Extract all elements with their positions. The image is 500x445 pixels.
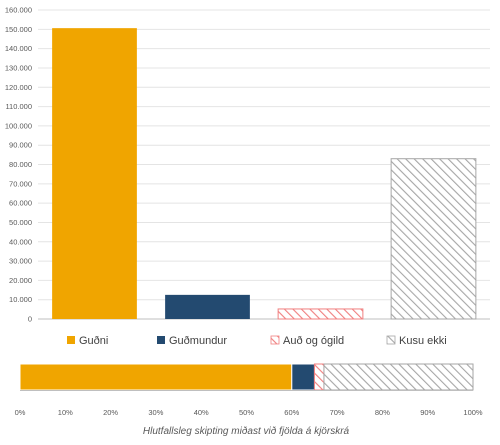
y-tick-label: 100.000	[5, 121, 32, 130]
y-tick-label: 60.000	[9, 199, 32, 208]
bar-gudmundur	[165, 294, 250, 319]
stacked-segment-kusu-ekki	[323, 363, 474, 391]
y-tick-label: 40.000	[9, 237, 32, 246]
y-tick-label: 160.000	[5, 6, 32, 15]
y-tick-label: 10.000	[9, 295, 32, 304]
x-tick-label: 100%	[463, 408, 483, 417]
y-tick-label: 30.000	[9, 257, 32, 266]
y-tick-label: 80.000	[9, 160, 32, 169]
x-tick-label: 60%	[284, 408, 299, 417]
stacked-segment-gudmundur	[291, 363, 315, 391]
y-tick-label: 70.000	[9, 179, 32, 188]
x-tick-label: 50%	[239, 408, 254, 417]
legend-label-kusu-ekki: Kusu ekki	[399, 335, 447, 347]
y-tick-label: 110.000	[5, 102, 32, 111]
bar-gudni	[52, 28, 137, 320]
legend-label-aud-og-ogild: Auð og ógild	[283, 335, 344, 347]
x-tick-label: 90%	[420, 408, 435, 417]
legend: Guðni Guðmundur Auð og ógild Kusu ekki	[67, 335, 447, 347]
legend-swatch-aud-og-ogild	[270, 335, 280, 345]
stacked-segment-aud-og-ogild	[313, 363, 325, 391]
stacked-x-axis: 0% 10% 20% 30% 40% 50% 60% 70% 80% 90% 100%	[15, 390, 483, 417]
bar-kusu-ekki	[390, 158, 477, 320]
y-tick-label: 130.000	[5, 63, 32, 72]
legend-swatch-kusu-ekki	[386, 335, 396, 345]
x-tick-label: 40%	[194, 408, 209, 417]
y-tick-label: 150.000	[5, 25, 32, 34]
y-tick-label: 20.000	[9, 276, 32, 285]
x-tick-label: 70%	[330, 408, 345, 417]
y-tick-label: 120.000	[5, 83, 32, 92]
y-tick-label: 50.000	[9, 218, 32, 227]
legend-swatch-gudmundur	[157, 336, 165, 344]
x-tick-label: 0%	[15, 408, 26, 417]
legend-label-gudni: Guðni	[79, 335, 108, 347]
y-tick-label: 90.000	[9, 141, 32, 150]
y-tick-label: 0	[28, 315, 32, 324]
main-y-axis: 0 10.000 20.000 30.000 40.000 50.000 60.000 70.…	[5, 6, 32, 324]
x-tick-label: 30%	[148, 408, 163, 417]
main-bars	[52, 28, 477, 320]
stacked-x-axis-label: Hlutfallsleg skipting miðast við fjölda …	[143, 426, 350, 437]
stacked-bar	[19, 363, 474, 391]
legend-swatch-gudni	[67, 336, 75, 344]
stacked-segment-gudni	[19, 363, 293, 391]
x-tick-label: 10%	[58, 408, 73, 417]
x-tick-label: 20%	[103, 408, 118, 417]
x-tick-label: 80%	[375, 408, 390, 417]
legend-label-gudmundur: Guðmundur	[169, 335, 227, 347]
y-tick-label: 140.000	[5, 44, 32, 53]
bar-aud-og-ogild	[277, 308, 364, 320]
